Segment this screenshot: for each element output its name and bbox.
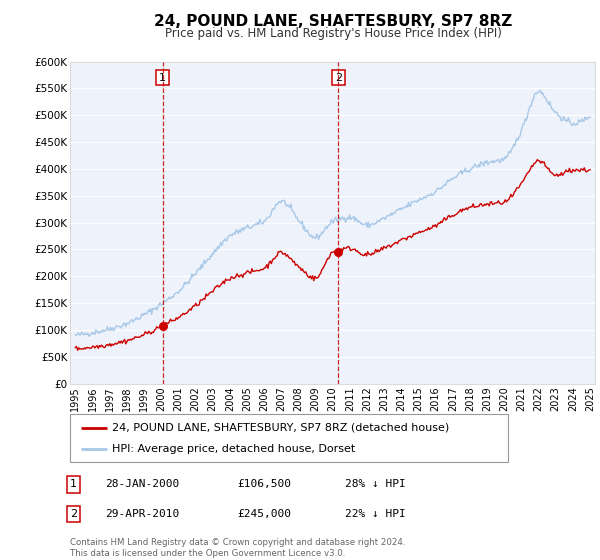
Text: 28% ↓ HPI: 28% ↓ HPI: [345, 479, 406, 489]
Text: £106,500: £106,500: [237, 479, 291, 489]
Text: 29-APR-2010: 29-APR-2010: [105, 509, 179, 519]
Text: £245,000: £245,000: [237, 509, 291, 519]
Text: 22% ↓ HPI: 22% ↓ HPI: [345, 509, 406, 519]
Text: Price paid vs. HM Land Registry's House Price Index (HPI): Price paid vs. HM Land Registry's House …: [164, 27, 502, 40]
Text: Contains HM Land Registry data © Crown copyright and database right 2024.: Contains HM Land Registry data © Crown c…: [70, 538, 406, 547]
Text: This data is licensed under the Open Government Licence v3.0.: This data is licensed under the Open Gov…: [70, 549, 346, 558]
Text: 1: 1: [70, 479, 77, 489]
Text: 2: 2: [335, 73, 342, 83]
Text: 28-JAN-2000: 28-JAN-2000: [105, 479, 179, 489]
Text: 1: 1: [159, 73, 166, 83]
Text: 2: 2: [70, 509, 77, 519]
Text: HPI: Average price, detached house, Dorset: HPI: Average price, detached house, Dors…: [112, 444, 355, 454]
Text: 24, POUND LANE, SHAFTESBURY, SP7 8RZ: 24, POUND LANE, SHAFTESBURY, SP7 8RZ: [154, 14, 512, 29]
Text: 24, POUND LANE, SHAFTESBURY, SP7 8RZ (detached house): 24, POUND LANE, SHAFTESBURY, SP7 8RZ (de…: [112, 423, 449, 433]
